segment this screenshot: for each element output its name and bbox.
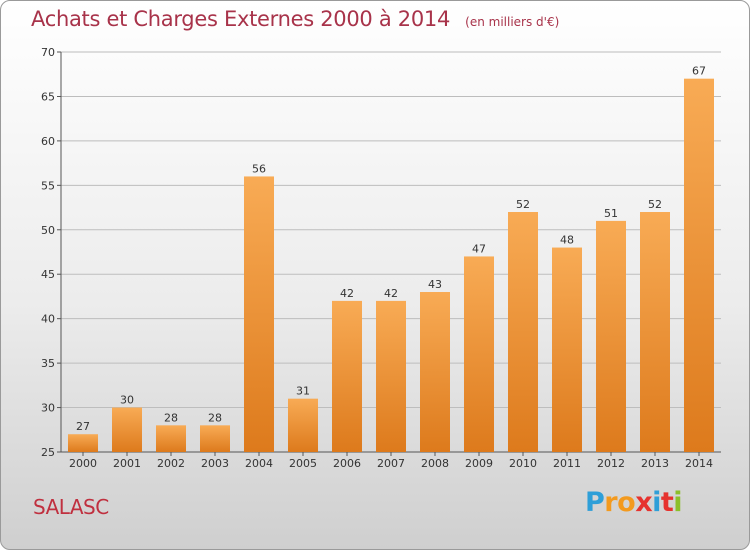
data-label: 56 xyxy=(252,162,266,175)
bar xyxy=(376,300,406,452)
data-label: 52 xyxy=(648,198,662,211)
bar xyxy=(684,78,714,453)
y-tick-label: 45 xyxy=(41,268,55,281)
y-tick-label: 50 xyxy=(41,224,55,237)
chart-title-area: Achats et Charges Externes 2000 à 2014 (… xyxy=(31,7,559,31)
x-tick-label: 2004 xyxy=(245,457,273,470)
chart-unit: (en milliers d'€) xyxy=(465,15,560,29)
x-tick-label: 2001 xyxy=(113,457,141,470)
y-tick-label: 25 xyxy=(41,446,55,459)
bar xyxy=(156,425,186,452)
bar xyxy=(288,398,318,452)
x-tick-label: 2013 xyxy=(641,457,669,470)
x-tick-label: 2009 xyxy=(465,457,493,470)
bar xyxy=(640,212,670,452)
y-tick-label: 40 xyxy=(41,313,55,326)
bar xyxy=(420,292,450,452)
data-label: 52 xyxy=(516,198,530,211)
x-tick-label: 2006 xyxy=(333,457,361,470)
y-tick-label: 60 xyxy=(41,135,55,148)
logo-letter: o xyxy=(617,487,636,518)
x-tick-label: 2011 xyxy=(553,457,581,470)
y-tick-label: 70 xyxy=(41,46,55,59)
x-tick-label: 2012 xyxy=(597,457,625,470)
data-label: 51 xyxy=(604,207,618,220)
commune-name: SALASC xyxy=(33,495,109,519)
y-tick-label: 30 xyxy=(41,402,55,415)
data-label: 43 xyxy=(428,278,442,291)
data-label: 67 xyxy=(692,65,706,78)
y-tick-label: 65 xyxy=(41,90,55,103)
bar xyxy=(552,247,582,452)
x-tick-label: 2008 xyxy=(421,457,449,470)
data-label: 48 xyxy=(560,234,574,247)
bar xyxy=(508,212,538,452)
data-label: 27 xyxy=(76,420,90,433)
logo-letter: x xyxy=(635,487,653,518)
proxiti-logo: Proxiti xyxy=(585,487,683,518)
x-tick-label: 2005 xyxy=(289,457,317,470)
data-label: 47 xyxy=(472,242,486,255)
labels: 25 30 35 40 45 50 55 60 65 70 27 2000 30 2001 28 2002 28… xyxy=(41,46,713,470)
bar xyxy=(244,176,274,452)
x-tick-label: 2010 xyxy=(509,457,537,470)
x-tick-label: 2014 xyxy=(685,457,713,470)
bar xyxy=(200,425,230,452)
data-label: 30 xyxy=(120,394,134,407)
bar xyxy=(68,434,98,452)
bar xyxy=(596,220,626,452)
x-tick-label: 2003 xyxy=(201,457,229,470)
x-tick-label: 2000 xyxy=(69,457,97,470)
logo-letter: i xyxy=(673,487,683,518)
x-tick-label: 2007 xyxy=(377,457,405,470)
bars xyxy=(68,78,714,453)
data-label: 31 xyxy=(296,385,310,398)
data-label: 42 xyxy=(340,287,354,300)
chart-title: Achats et Charges Externes 2000 à 2014 xyxy=(31,7,451,31)
data-label: 28 xyxy=(208,411,222,424)
y-tick-label: 55 xyxy=(41,179,55,192)
data-label: 28 xyxy=(164,411,178,424)
bar xyxy=(112,407,142,452)
logo-letter: i xyxy=(652,487,661,518)
y-tick-label: 35 xyxy=(41,357,55,370)
data-label: 42 xyxy=(384,287,398,300)
logo-letter: P xyxy=(585,487,605,518)
x-tick-label: 2002 xyxy=(157,457,185,470)
bar xyxy=(464,256,494,452)
logo-letter: t xyxy=(660,487,674,518)
bar xyxy=(332,300,362,452)
logo-letter: r xyxy=(604,487,618,518)
